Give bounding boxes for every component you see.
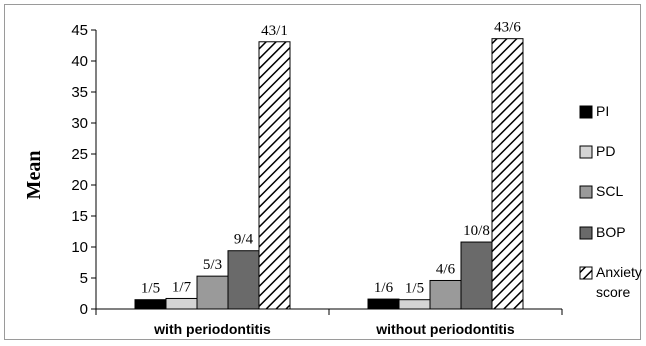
y-axis-label: Mean [23, 151, 45, 200]
bar-data-label: 4/6 [436, 261, 456, 277]
bar-data-label: 43/1 [261, 23, 288, 39]
y-tick-label: 40 [71, 53, 88, 70]
y-tick-label: 25 [71, 146, 88, 163]
bar-data-label: 1/7 [172, 279, 192, 295]
chart-frame [4, 4, 641, 340]
x-category-label: with periodontitis [153, 321, 271, 337]
legend-entry-label: SCL [596, 183, 623, 199]
y-tick-label: 45 [71, 22, 88, 39]
legend-entry-label: BOP [596, 224, 626, 240]
y-tick-label: 30 [71, 115, 88, 132]
bar-data-label: 43/6 [494, 20, 521, 36]
bar-data-label: 1/5 [405, 281, 424, 297]
legend-swatch [579, 105, 593, 119]
bar-data-label: 1/6 [374, 280, 394, 296]
y-tick-label: 35 [71, 84, 88, 101]
y-tick-label: 5 [80, 270, 88, 287]
bar-pd [165, 297, 198, 310]
y-tick-label: 15 [71, 208, 88, 225]
y-tick-label: 10 [71, 239, 88, 256]
legend-entry-label: Anxiety [596, 264, 642, 280]
legend-entry-label-line2: score [596, 284, 630, 300]
x-category-label: without periodontitis [375, 321, 515, 337]
legend-swatch [579, 145, 593, 159]
bar-data-label: 1/5 [141, 281, 160, 297]
bar-scl [196, 275, 229, 310]
legend-swatch [579, 185, 593, 199]
bar-scl [429, 279, 462, 310]
bar-pi [367, 298, 400, 310]
bar-pi [134, 299, 167, 310]
legend-entry-label: PD [596, 143, 615, 159]
bar-bop [227, 250, 260, 310]
bar-pd [398, 299, 431, 310]
bar-data-label: 9/4 [234, 232, 254, 248]
bar-bop [460, 241, 493, 310]
legend-swatch [579, 226, 593, 240]
bar-anxiety-score [491, 38, 524, 310]
legend-swatch [579, 266, 593, 280]
legend-entry-label: PI [596, 103, 609, 119]
bar-data-label: 10/8 [463, 223, 490, 239]
bar-data-label: 5/3 [203, 257, 222, 273]
y-tick-label: 0 [80, 301, 88, 318]
y-tick-label: 20 [71, 177, 88, 194]
bar-anxiety-score [258, 41, 291, 310]
